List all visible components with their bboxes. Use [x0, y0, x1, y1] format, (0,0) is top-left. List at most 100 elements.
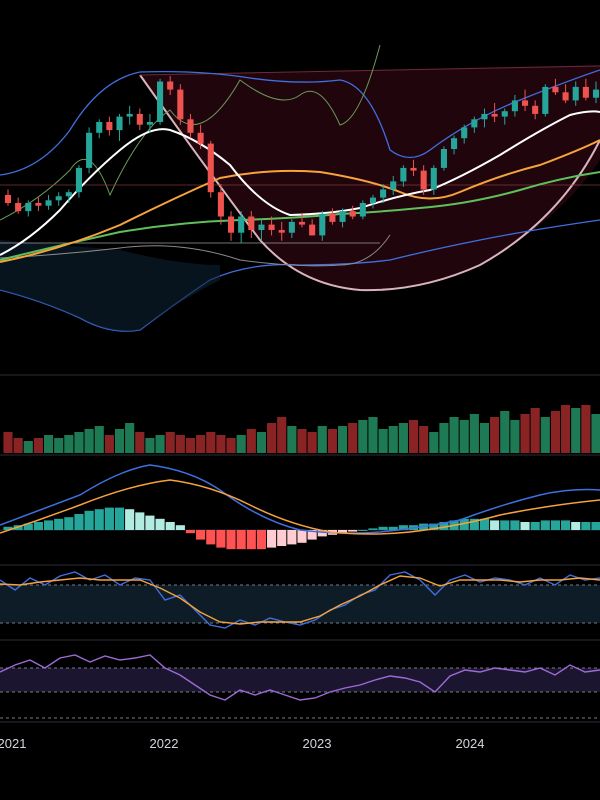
candle — [288, 219, 295, 239]
volume-bar — [135, 432, 145, 453]
candle — [197, 124, 204, 149]
candle — [65, 189, 72, 203]
macd-hist-bar — [23, 523, 33, 530]
candle-body — [430, 167, 437, 190]
candle-body — [349, 211, 356, 217]
macd-hist-bar — [125, 509, 135, 530]
candle-body — [86, 132, 93, 168]
stochastic-panel — [0, 571, 600, 629]
macd-line — [0, 464, 600, 534]
candle — [157, 78, 164, 125]
macd-hist-bar — [287, 530, 297, 545]
volume-bar — [561, 405, 571, 453]
macd-hist-bar — [54, 518, 64, 530]
candle — [451, 135, 458, 155]
candle-body — [380, 189, 387, 198]
volume-bar — [348, 423, 358, 453]
x-label-2024: 2024 — [456, 736, 485, 751]
macd-hist-bar — [64, 517, 74, 530]
candle — [592, 81, 600, 104]
candle-body — [552, 86, 559, 93]
volume-bar — [175, 435, 185, 453]
volume-bar — [84, 429, 94, 453]
volume-bar — [540, 417, 550, 453]
macd-hist-bar — [469, 518, 479, 530]
volume-bar — [591, 414, 600, 453]
candle — [319, 211, 326, 241]
candle — [187, 113, 194, 139]
macd-hist-bar — [277, 530, 287, 546]
macd-hist-bar — [236, 530, 246, 550]
candle-body — [177, 89, 184, 120]
candle-body — [339, 211, 346, 222]
macd-hist-bar — [226, 530, 236, 550]
volume-bar — [429, 432, 439, 453]
panel-separators — [0, 374, 600, 723]
candle-body — [96, 122, 103, 133]
volume-panel — [3, 405, 600, 453]
candle-body — [298, 221, 306, 225]
candle — [471, 116, 478, 133]
candle-body — [187, 119, 194, 133]
candle-body — [481, 113, 488, 120]
volume-bar — [368, 417, 378, 453]
macd-hist-bar — [439, 522, 449, 530]
sma-mid — [0, 139, 600, 263]
macd-hist-bar — [196, 530, 206, 540]
macd-hist-bar — [591, 522, 600, 530]
volume-bar — [388, 426, 398, 453]
macd-hist-bar — [246, 530, 256, 550]
x-axis: 2021 2022 2023 2024 — [0, 736, 484, 751]
volume-bar — [64, 435, 74, 453]
candle — [369, 194, 377, 209]
volume-bar — [155, 435, 165, 453]
volume-bar — [530, 408, 540, 453]
bollinger-fill — [0, 240, 220, 332]
candle-body — [126, 113, 133, 117]
volume-bar — [439, 423, 449, 453]
candle-body — [146, 122, 153, 125]
candle-body — [136, 113, 143, 125]
macd-panel — [0, 464, 600, 550]
candle — [532, 100, 539, 120]
volume-bar — [449, 417, 459, 453]
macd-hist-bar — [267, 530, 277, 548]
macd-hist-bar — [540, 520, 550, 530]
candle — [167, 76, 174, 95]
volume-bar — [3, 432, 13, 453]
macd-hist-bar — [520, 522, 530, 530]
candle — [45, 194, 52, 210]
candle-body — [369, 197, 377, 203]
candle — [511, 95, 518, 117]
candle-body — [35, 203, 42, 206]
signal-line — [0, 479, 600, 535]
volume-bar — [327, 429, 337, 453]
candle-body — [248, 216, 255, 230]
candlesticks — [4, 76, 600, 244]
rsi-band — [0, 668, 600, 692]
volume-bar — [256, 432, 267, 453]
volume-bar — [13, 438, 23, 453]
candle-body — [592, 89, 600, 98]
macd-hist-bar — [74, 514, 84, 530]
candle — [298, 213, 306, 228]
volume-bar — [277, 417, 287, 453]
candle-body — [309, 224, 316, 236]
macd-hist-bar — [114, 507, 125, 530]
candle-body — [491, 113, 498, 117]
volume-bar — [520, 414, 530, 453]
candle — [552, 78, 559, 95]
macd-hist-bar — [571, 522, 581, 530]
candle — [359, 200, 366, 220]
volume-bar — [419, 426, 429, 453]
candle-body — [268, 224, 275, 230]
candle-body — [227, 216, 235, 233]
candle — [86, 127, 93, 174]
volume-bar — [479, 423, 490, 453]
candle — [146, 113, 153, 133]
candle-body — [238, 216, 245, 233]
macd-hist-bar — [307, 530, 317, 540]
candle — [410, 159, 417, 176]
volume-bar — [104, 435, 114, 453]
volume-bar — [226, 438, 236, 453]
